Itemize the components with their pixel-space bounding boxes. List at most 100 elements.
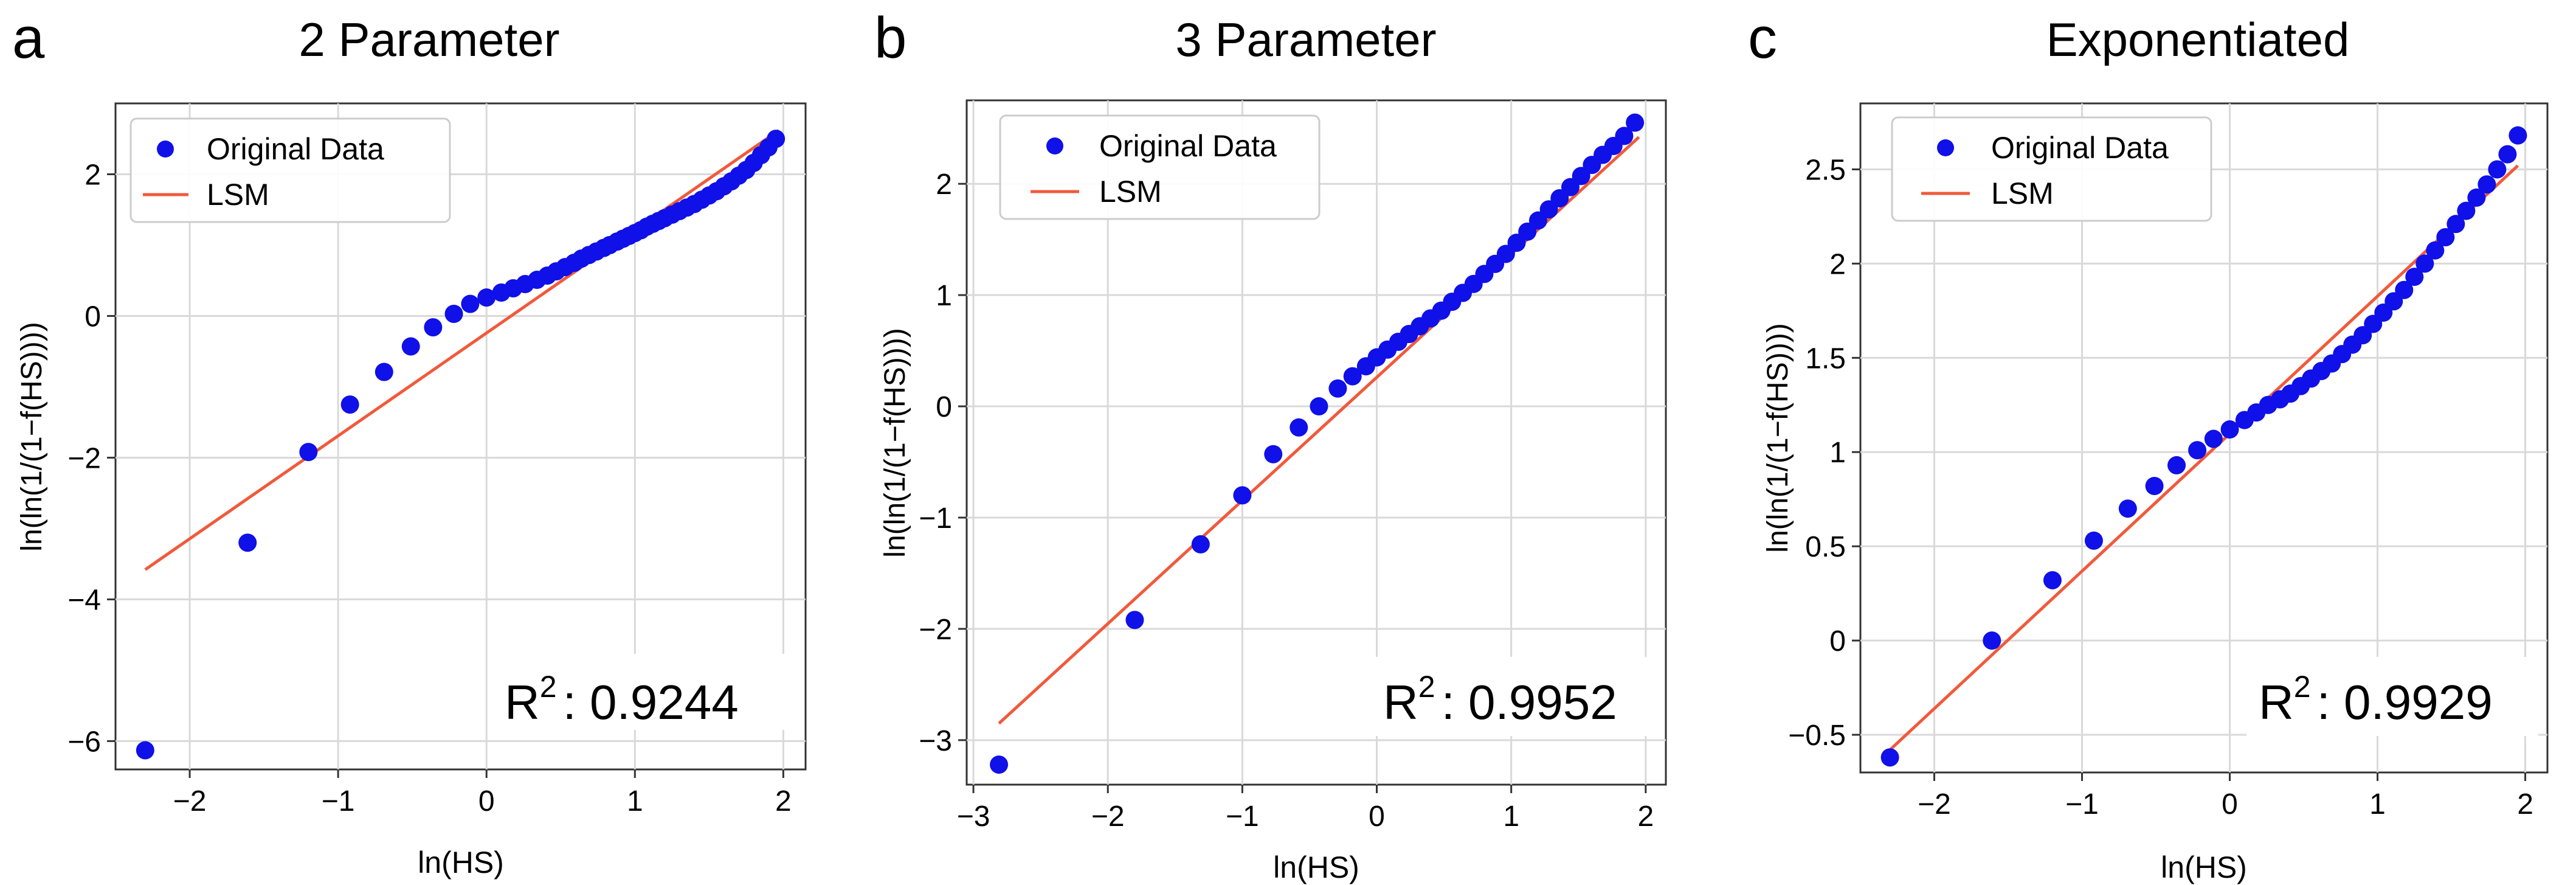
ytick-label-b: −3 <box>919 725 952 757</box>
data-point-c <box>2498 145 2517 164</box>
data-point-b <box>1626 113 1645 132</box>
legend-marker-data-a <box>157 141 174 158</box>
ytick-label-c: 1.5 <box>1805 342 1846 375</box>
r2-symbol-a: R <box>505 675 540 729</box>
legend-box-c <box>1891 116 2212 222</box>
data-point-c <box>2447 215 2465 234</box>
ytick-label-b: 2 <box>936 168 952 201</box>
legend-b: Original Data LSM <box>999 114 1321 220</box>
panel-title-c: Exponentiated <box>2046 13 2350 66</box>
data-point-c <box>2457 201 2476 220</box>
xtick-label-b: 2 <box>1637 800 1654 833</box>
r2-superscript-c: 2 <box>2294 670 2311 704</box>
xtick-label-c: 0 <box>2222 788 2238 821</box>
xlabel-a: ln(HS) <box>418 845 504 880</box>
ytick-label-b: −1 <box>919 502 952 535</box>
ytick-label-b: 1 <box>936 280 952 312</box>
legend-box-b <box>999 114 1321 220</box>
r2-annotation-a: R2: 0.9244 <box>489 654 793 730</box>
xlabel-c: ln(HS) <box>2161 850 2247 884</box>
data-point-b <box>1233 486 1252 505</box>
r2-superscript-a: 2 <box>540 670 557 704</box>
ytick-label-a: −2 <box>67 442 101 474</box>
ytick-label-c: 2.5 <box>1805 154 1846 186</box>
data-point-b <box>1328 379 1347 398</box>
data-point-c <box>2467 188 2486 207</box>
ytick-label-a: 2 <box>85 159 101 191</box>
xtick-label-c: −2 <box>1918 788 1951 821</box>
r2-superscript-b: 2 <box>1418 670 1435 704</box>
panel-letter-b: b <box>874 5 906 71</box>
data-point-a <box>767 130 786 148</box>
xtick-label-b: −1 <box>1226 800 1259 833</box>
xtick-label-a: −2 <box>173 785 207 817</box>
data-point-a <box>238 533 257 552</box>
data-point-c <box>2426 241 2445 260</box>
data-point-a <box>299 443 318 462</box>
data-point-a <box>375 363 393 381</box>
data-point-c <box>2478 175 2496 194</box>
data-point-a <box>424 318 443 337</box>
legend-box-a <box>129 117 451 223</box>
panel-c: c Exponentiated −2 −1 0 1 2 −0.5 0 0.5 1 1.5 2 2.5… <box>1748 5 2549 884</box>
panel-a: a 2 Parameter −2 −1 0 1 2 −6 −4 −2 0 2 Original … <box>12 5 807 880</box>
legend-label-fit-a: LSM <box>207 178 269 212</box>
data-point-b <box>1264 445 1283 463</box>
r2-value-a: : 0.9244 <box>563 675 739 729</box>
legend-c: Original Data LSM <box>1891 116 2212 222</box>
r2-value-c: : 0.9929 <box>2317 675 2493 729</box>
legend-marker-data-b <box>1046 137 1063 154</box>
data-point-c <box>2043 571 2062 589</box>
data-point-a <box>401 337 420 356</box>
xtick-label-b: −3 <box>957 800 990 833</box>
data-point-a <box>461 294 480 313</box>
data-point-b <box>1343 367 1362 386</box>
data-point-c <box>2395 280 2414 299</box>
r2-text-b: R2: 0.9952 <box>1383 670 1617 729</box>
legend-label-fit-c: LSM <box>1991 176 2054 210</box>
data-point-c <box>2436 228 2455 246</box>
data-point-c <box>2415 254 2434 273</box>
xtick-label-a: 1 <box>627 785 643 817</box>
xlabel-b: ln(HS) <box>1273 850 1359 884</box>
legend-marker-data-c <box>1937 139 1954 156</box>
r2-text-a: R2: 0.9244 <box>505 670 739 729</box>
data-point-b <box>1310 397 1328 416</box>
data-point-c <box>2488 160 2507 179</box>
panel-letter-c: c <box>1748 5 1777 71</box>
ylabel-a: ln(ln(1/(1−f(HS)))) <box>16 322 48 551</box>
xtick-label-c: −1 <box>2065 788 2099 821</box>
panel-b: b 3 Parameter −3 −2 −1 0 1 2 −3 −2 −1 0 1 2 Origin… <box>874 5 1667 884</box>
r2-background-c <box>2246 657 2538 736</box>
ylabel-b: ln(ln(1/(1−f(HS)))) <box>879 328 911 557</box>
r2-symbol-b: R <box>1383 675 1418 729</box>
ytick-label-c: 2 <box>1829 248 1846 280</box>
xtick-label-a: 2 <box>775 785 792 817</box>
data-point-a <box>136 741 154 760</box>
r2-background-b <box>1371 657 1657 736</box>
panel-title-a: 2 Parameter <box>299 13 559 66</box>
legend-label-data-a: Original Data <box>207 132 384 166</box>
data-point-c <box>2118 499 2137 518</box>
xtick-label-a: −1 <box>322 785 355 817</box>
data-point-c <box>2145 477 2164 496</box>
data-point-c <box>2204 429 2223 448</box>
r2-text-c: R2: 0.9929 <box>2259 670 2493 729</box>
xtick-label-c: 1 <box>2369 788 2386 821</box>
data-point-a <box>444 304 463 323</box>
ytick-label-b: 0 <box>936 391 952 423</box>
data-point-b <box>1125 611 1144 630</box>
legend-label-data-c: Original Data <box>1991 131 2169 165</box>
ytick-label-c: 1 <box>1829 437 1846 469</box>
data-point-c <box>2220 420 2239 439</box>
r2-symbol-c: R <box>2259 675 2294 729</box>
plot-area-a: −2 −1 0 1 2 −6−4−202 Original Data LSM R2: 0… <box>67 102 807 817</box>
legend-label-data-b: Original Data <box>1099 129 1277 163</box>
data-point-c <box>2167 456 2186 474</box>
ylabel-c: ln(ln(1/(1−f(HS)))) <box>1762 323 1794 552</box>
data-point-c <box>1880 748 1899 767</box>
xtick-label-c: 2 <box>2517 788 2533 821</box>
r2-value-b: : 0.9952 <box>1442 675 1617 729</box>
